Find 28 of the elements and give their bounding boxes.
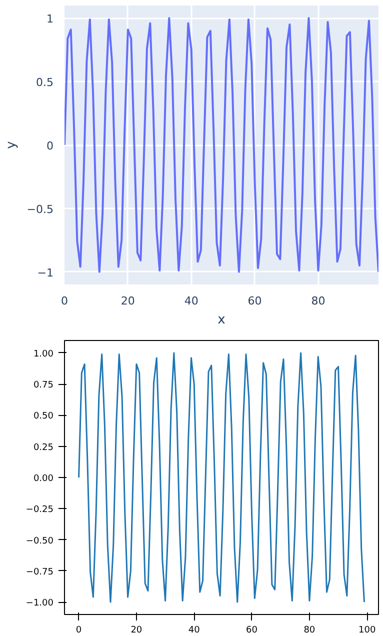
y-tick-label: −1 — [37, 266, 54, 280]
y-tick-label: −1.00 — [26, 598, 54, 609]
y-tick-label: 1.00 — [33, 349, 54, 360]
x-tick-label: 60 — [246, 626, 258, 636]
y-tick-label: 0.25 — [33, 442, 54, 453]
y-tick-label: −0.5 — [26, 202, 54, 216]
x-tick-label: 20 — [120, 294, 135, 308]
line-series — [78, 352, 365, 603]
y-axis-title: y — [4, 140, 19, 149]
y-tick-label: 1 — [46, 12, 54, 26]
y-tick-label: −0.25 — [26, 505, 54, 516]
x-tick-label: 40 — [184, 294, 198, 308]
x-tick-label: 80 — [304, 626, 316, 636]
x-tick-label: 60 — [248, 294, 262, 308]
x-tick-label: 0 — [76, 626, 82, 636]
y-tick-label: 0.75 — [33, 380, 54, 391]
x-axis-title: x — [218, 312, 226, 328]
y-tick-label: 0.5 — [36, 76, 54, 90]
x-tick-label: 80 — [311, 294, 326, 308]
x-tick-label: 100 — [358, 626, 376, 636]
y-tick-label: −0.50 — [26, 536, 54, 546]
y-tick-label: −0.75 — [26, 567, 54, 578]
y-tick-label: 0 — [46, 140, 54, 152]
y-tick-label: 0.00 — [33, 474, 54, 484]
x-tick-label: 20 — [130, 626, 142, 636]
x-tick-label: 40 — [188, 626, 200, 636]
y-tick-label: 0.50 — [33, 412, 54, 422]
x-tick-label: 0 — [61, 294, 68, 308]
